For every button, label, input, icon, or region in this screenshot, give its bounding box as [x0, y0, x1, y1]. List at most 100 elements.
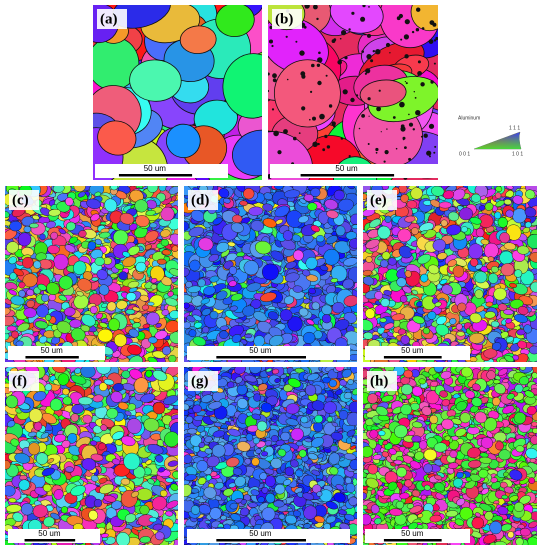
grain — [349, 238, 357, 249]
grain — [459, 207, 473, 221]
pore — [311, 63, 315, 68]
grain — [169, 331, 178, 344]
grain — [260, 292, 277, 302]
grain — [319, 264, 329, 272]
grain — [128, 223, 138, 231]
pore — [412, 128, 415, 131]
grain — [167, 291, 174, 297]
grain — [219, 330, 229, 339]
grain — [52, 186, 65, 193]
grain — [232, 129, 262, 177]
grain — [431, 186, 445, 197]
grain — [94, 256, 105, 266]
grain — [243, 188, 255, 200]
grain — [351, 224, 357, 230]
grain — [201, 308, 212, 316]
grain — [164, 297, 178, 307]
grain — [522, 227, 530, 234]
grain — [268, 335, 284, 347]
grain — [461, 226, 468, 233]
grain — [171, 245, 178, 252]
grain — [44, 314, 52, 321]
grain — [8, 256, 17, 265]
grain — [308, 287, 316, 295]
grain — [91, 277, 99, 282]
panel-label: (e) — [370, 192, 387, 208]
pore — [365, 68, 371, 74]
pore — [361, 114, 365, 118]
grain — [58, 275, 73, 290]
grain — [8, 289, 18, 296]
pore — [348, 28, 351, 31]
ebsd-map: (f)50 um — [5, 367, 178, 545]
legend-corner: 1 1 1 — [509, 125, 520, 131]
grain — [523, 324, 532, 334]
grain — [493, 287, 507, 301]
pore — [316, 17, 319, 21]
grain — [503, 242, 517, 251]
grain — [468, 243, 484, 260]
grain — [5, 211, 10, 218]
grain — [32, 214, 40, 220]
grain — [33, 260, 42, 269]
grain — [97, 328, 113, 343]
grain — [209, 310, 219, 320]
grain — [77, 278, 93, 292]
pore — [333, 38, 337, 42]
pore — [415, 28, 420, 32]
grain — [282, 230, 293, 241]
grain — [504, 355, 514, 362]
pore — [403, 34, 409, 40]
grain — [141, 304, 149, 311]
grain — [381, 332, 389, 339]
grain — [108, 357, 119, 362]
grain — [161, 309, 170, 316]
grain — [438, 201, 452, 209]
grain — [503, 198, 512, 206]
pore — [342, 89, 348, 95]
pore — [268, 72, 270, 76]
grain — [483, 348, 498, 359]
grain — [330, 278, 339, 283]
grain — [156, 258, 167, 265]
grain — [490, 265, 499, 273]
panel-label: (b) — [275, 11, 293, 27]
pore — [400, 38, 403, 41]
grain — [17, 322, 30, 332]
grain — [184, 302, 190, 309]
grain — [324, 199, 338, 210]
grain — [427, 311, 437, 320]
pore — [383, 160, 386, 163]
pore — [435, 36, 438, 41]
pore — [420, 135, 423, 138]
grain — [98, 284, 110, 296]
grain — [283, 189, 301, 199]
grain — [305, 274, 319, 282]
grain — [188, 329, 197, 338]
grain — [135, 261, 147, 273]
grain — [287, 316, 303, 332]
pore — [322, 148, 326, 152]
grain — [113, 229, 129, 246]
grain — [406, 200, 418, 209]
pore — [337, 60, 342, 65]
grain — [512, 195, 524, 205]
grain — [469, 356, 478, 362]
label-box — [272, 9, 302, 29]
grain — [273, 59, 341, 128]
pore — [413, 91, 415, 93]
grain — [244, 333, 252, 339]
grain — [447, 259, 457, 267]
pore — [328, 104, 333, 108]
grain — [97, 120, 137, 156]
grain — [58, 294, 68, 302]
grain — [487, 256, 495, 262]
pore — [378, 89, 381, 92]
grain — [50, 231, 58, 240]
pore — [301, 106, 306, 111]
grain — [384, 215, 392, 223]
grain — [110, 273, 118, 279]
grain — [469, 332, 485, 344]
grain — [222, 53, 262, 119]
